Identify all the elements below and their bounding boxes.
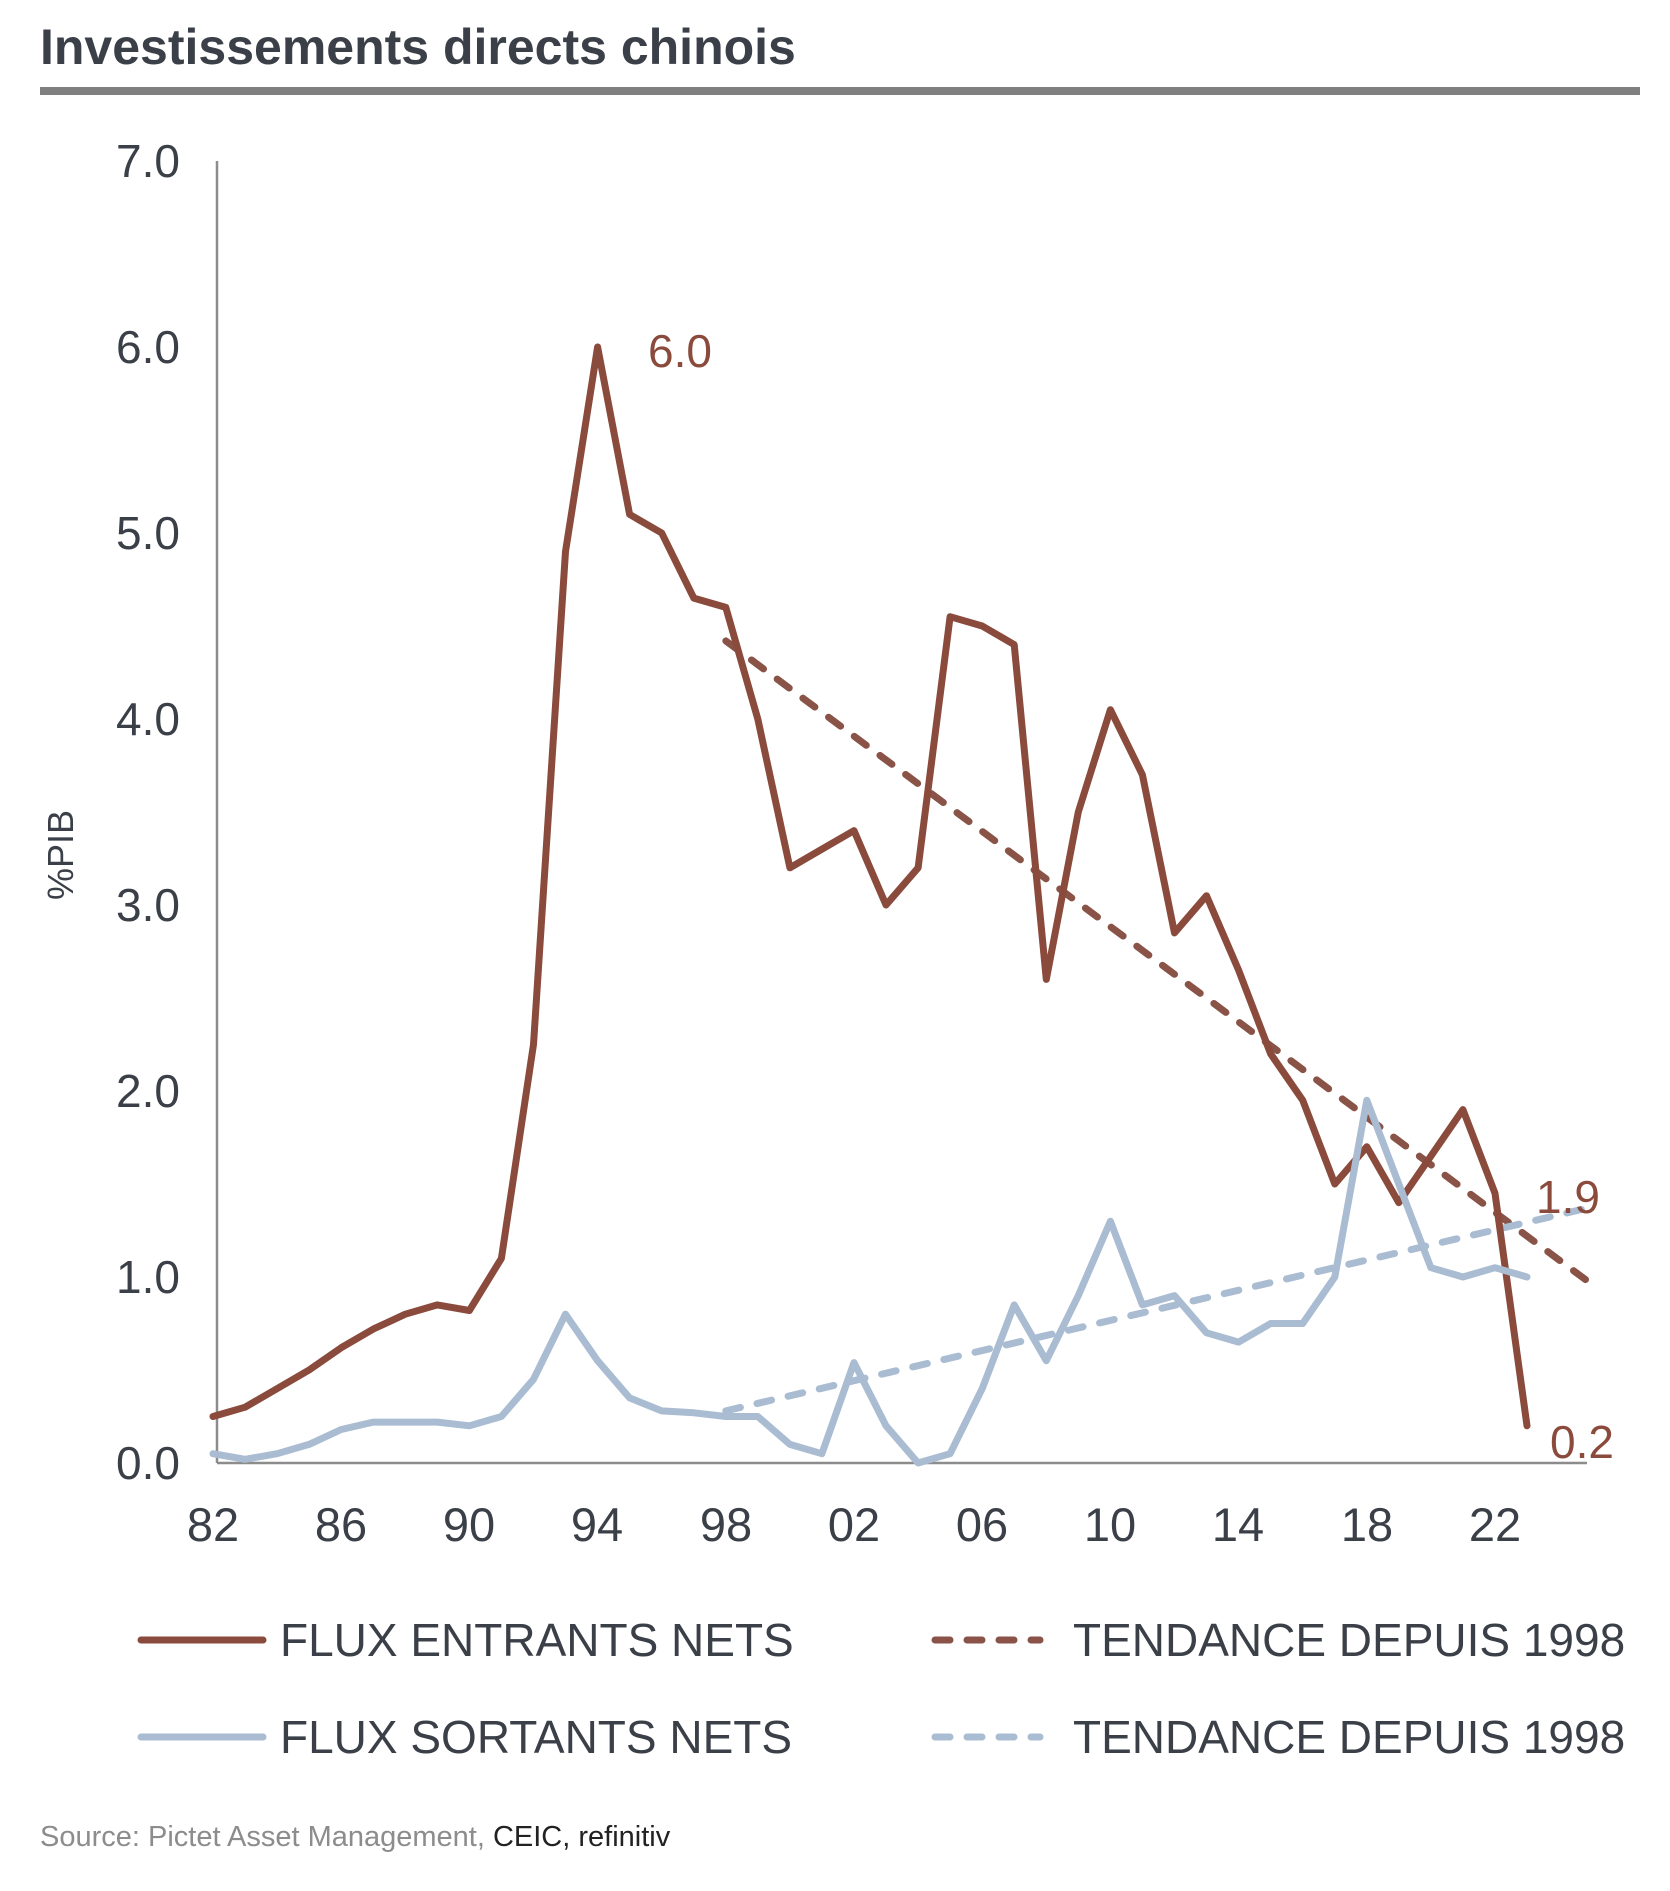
svg-text:2.0: 2.0 [116, 1065, 180, 1117]
svg-text:14: 14 [1212, 1498, 1264, 1551]
svg-text:TENDANCE DEPUIS 1998: TENDANCE DEPUIS 1998 [1073, 1711, 1625, 1763]
svg-text:98: 98 [700, 1498, 752, 1551]
svg-text:06: 06 [956, 1498, 1008, 1551]
svg-text:94: 94 [571, 1498, 623, 1551]
svg-text:02: 02 [828, 1498, 880, 1551]
svg-text:FLUX SORTANTS NETS: FLUX SORTANTS NETS [280, 1711, 792, 1763]
svg-text:86: 86 [315, 1498, 367, 1551]
svg-text:5.0: 5.0 [116, 507, 180, 559]
svg-text:0.0: 0.0 [116, 1437, 180, 1489]
svg-text:TENDANCE DEPUIS 1998: TENDANCE DEPUIS 1998 [1073, 1614, 1625, 1666]
svg-text:1.0: 1.0 [116, 1251, 180, 1303]
svg-text:18: 18 [1341, 1498, 1393, 1551]
svg-text:0.2: 0.2 [1550, 1416, 1614, 1468]
svg-text:4.0: 4.0 [116, 693, 180, 745]
svg-text:90: 90 [443, 1498, 495, 1551]
svg-text:6.0: 6.0 [116, 321, 180, 373]
svg-text:FLUX ENTRANTS NETS: FLUX ENTRANTS NETS [280, 1614, 794, 1666]
svg-text:1.9: 1.9 [1536, 1171, 1600, 1223]
svg-text:6.0: 6.0 [648, 325, 712, 377]
svg-text:3.0: 3.0 [116, 879, 180, 931]
svg-text:10: 10 [1084, 1498, 1136, 1551]
svg-text:7.0: 7.0 [116, 135, 180, 187]
svg-text:22: 22 [1469, 1498, 1521, 1551]
svg-text:82: 82 [187, 1498, 239, 1551]
